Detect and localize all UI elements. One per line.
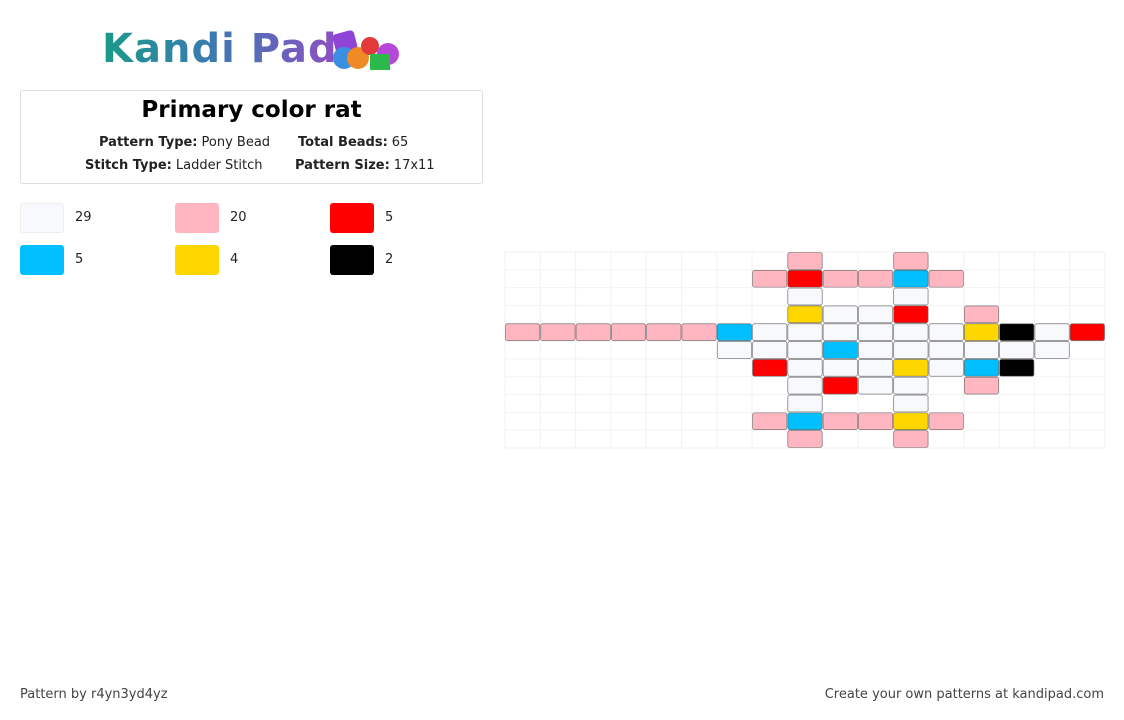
- bead: [787, 341, 823, 359]
- bead-count: 5: [385, 210, 394, 225]
- color-swatch: [175, 245, 219, 275]
- bead: [1034, 323, 1070, 341]
- bead-count: 5: [75, 252, 84, 267]
- bead: [858, 341, 894, 359]
- bead: [787, 359, 823, 377]
- bead: [787, 252, 823, 270]
- field-label: Stitch Type:: [85, 158, 172, 173]
- bead: [752, 323, 788, 341]
- bead-count: 29: [75, 210, 92, 225]
- color-swatch: [175, 203, 219, 233]
- bead-count: 2: [385, 252, 394, 267]
- bead: [822, 359, 858, 377]
- bead: [787, 323, 823, 341]
- bead: [752, 341, 788, 359]
- bead: [752, 270, 788, 288]
- bead: [893, 359, 929, 377]
- field: Pattern Size: 17x11: [295, 158, 435, 173]
- bead: [540, 323, 576, 341]
- bead: [928, 359, 964, 377]
- logo[interactable]: Kandi Pad: [102, 26, 338, 72]
- field-label: Pattern Size:: [295, 158, 390, 173]
- bead: [893, 252, 929, 270]
- bead: [716, 341, 752, 359]
- field-value: 17x11: [393, 158, 435, 173]
- color-swatch: [330, 203, 374, 233]
- color-swatch: [330, 245, 374, 275]
- bead: [928, 412, 964, 430]
- bead: [893, 376, 929, 395]
- bead: [928, 323, 964, 341]
- bead: [858, 323, 894, 341]
- bead: [893, 394, 929, 413]
- bead: [858, 359, 894, 377]
- logo-beads: [332, 30, 399, 70]
- bead: [893, 341, 929, 359]
- color-swatch: [20, 203, 64, 233]
- field-value: 65: [391, 135, 409, 150]
- bead: [787, 412, 823, 430]
- bead: [787, 305, 823, 324]
- bead: [964, 359, 999, 377]
- bead: [858, 412, 894, 430]
- bead: [893, 270, 929, 288]
- footer-link[interactable]: Create your own patterns at kandipad.com: [824, 687, 1104, 702]
- bead: [716, 323, 752, 341]
- field: Pattern Type: Pony Bead: [99, 135, 270, 150]
- info-card: Primary color rat Pattern Type: Pony Bead…: [20, 90, 483, 184]
- bead: [681, 323, 717, 341]
- bead-grid: [504, 251, 1106, 449]
- bead: [822, 270, 858, 288]
- bead: [575, 323, 611, 341]
- bead: [822, 412, 858, 430]
- bead-count: 4: [230, 252, 239, 267]
- bead: [822, 305, 858, 324]
- bead: [505, 323, 541, 341]
- bead: [893, 305, 929, 324]
- bead: [928, 270, 964, 288]
- field-value: Ladder Stitch: [175, 158, 263, 173]
- bead: [787, 270, 823, 288]
- color-swatch: [20, 245, 64, 275]
- bead: [999, 359, 1035, 377]
- field: Total Beads: 65: [298, 135, 408, 150]
- bead: [858, 305, 894, 324]
- bead: [787, 430, 823, 448]
- bead: [822, 323, 858, 341]
- bead: [999, 341, 1035, 359]
- bead: [893, 412, 929, 430]
- bead: [646, 323, 682, 341]
- bead: [858, 270, 894, 288]
- footer-credit: Pattern by r4yn3yd4yz: [20, 687, 168, 702]
- bead: [787, 394, 823, 413]
- bead: [752, 359, 788, 377]
- field: Stitch Type: Ladder Stitch: [85, 158, 263, 173]
- field-label: Total Beads:: [298, 135, 388, 150]
- bead: [752, 412, 788, 430]
- bead: [611, 323, 646, 341]
- pattern-title: Primary color rat: [141, 97, 362, 123]
- bead: [787, 287, 823, 306]
- bead: [964, 341, 999, 359]
- bead: [964, 376, 999, 395]
- bead: [893, 430, 929, 448]
- field-label: Pattern Type:: [99, 135, 198, 150]
- bead: [893, 287, 929, 306]
- bead: [822, 376, 858, 395]
- bead: [999, 323, 1035, 341]
- bead: [1034, 341, 1070, 359]
- bead: [822, 341, 858, 359]
- bead: [893, 323, 929, 341]
- bead: [928, 341, 964, 359]
- bead: [964, 323, 999, 341]
- field-value: Pony Bead: [201, 135, 271, 150]
- bead: [1069, 323, 1105, 341]
- bead: [964, 305, 999, 324]
- bead: [858, 376, 894, 395]
- bead: [787, 376, 823, 395]
- bead-count: 20: [230, 210, 247, 225]
